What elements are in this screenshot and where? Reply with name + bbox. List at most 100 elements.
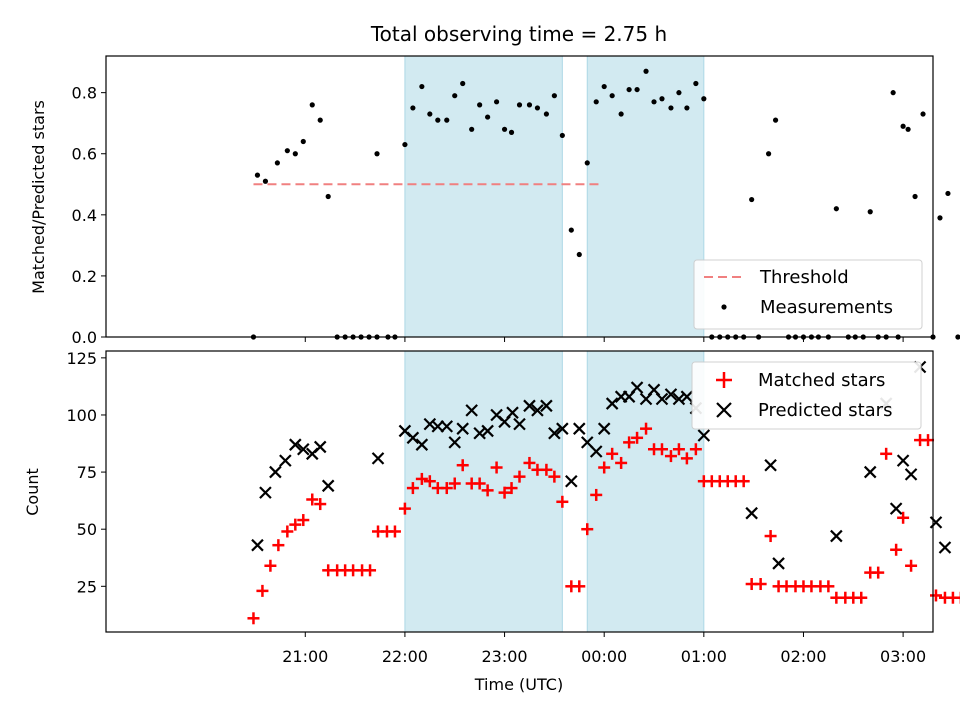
- x-tick-label: 02:00: [780, 647, 826, 666]
- y-tick-label: 0.2: [72, 267, 97, 286]
- predicted-star-point: [269, 465, 282, 479]
- top-panel-plot-area: 0.00.20.40.60.8 Matched/Predicted stars …: [29, 55, 960, 347]
- measurement-point: [601, 83, 607, 90]
- matched-star-point: [398, 502, 411, 515]
- matched-star-point: [406, 482, 419, 495]
- matched-star-point: [581, 523, 594, 536]
- matched-star-point: [655, 443, 668, 456]
- matched-star-point: [415, 472, 428, 485]
- predicted-star-point: [597, 422, 611, 435]
- measurement-point: [668, 105, 674, 111]
- predicted-star-point: [431, 420, 445, 433]
- top-shaded-spans: [404, 55, 705, 338]
- matched-star-point: [272, 539, 285, 552]
- predicted-star-point: [406, 431, 420, 445]
- measurement-point: [651, 99, 657, 105]
- measurement-point: [833, 206, 839, 212]
- matched-star-point: [664, 450, 677, 463]
- y-tick-label: 125: [66, 349, 97, 368]
- shaded-span-2: [586, 350, 705, 633]
- matched-star-point: [672, 443, 685, 456]
- predicted-star-point: [440, 420, 454, 433]
- measurement-point: [584, 160, 590, 166]
- x-axis-label: Time (UTC): [474, 675, 563, 694]
- legend-measurements-label: Measurements: [760, 297, 893, 318]
- matched-star-point: [364, 564, 377, 577]
- measurement-point: [867, 209, 873, 215]
- measurement-point: [317, 117, 323, 123]
- matched-star-point: [281, 525, 294, 538]
- bottom-x-ticks: 21:00 22:00 23:00 00:00 01:00 02:00 03:00: [282, 632, 926, 666]
- bottom-axes-frame: [105, 350, 934, 633]
- matched-star-point: [922, 434, 935, 447]
- measurement-point: [427, 111, 433, 117]
- predicted-star-point: [929, 516, 943, 529]
- predicted-star-point: [680, 390, 694, 403]
- predicted-star-point: [556, 422, 569, 435]
- top-legend: Threshold Measurements: [693, 259, 923, 330]
- matched-star-point: [929, 589, 942, 602]
- matched-star-point: [523, 456, 536, 469]
- matched-star-point: [556, 495, 569, 508]
- measurement-point: [693, 80, 699, 87]
- measurement-point: [444, 117, 450, 123]
- predicted-star-point: [513, 417, 526, 431]
- predicted-star-point: [605, 397, 619, 410]
- predicted-star-point: [655, 392, 669, 406]
- matched-star-point: [505, 482, 518, 495]
- matched-star-point: [606, 447, 619, 460]
- measurement-point: [419, 83, 425, 90]
- measurement-point: [618, 111, 624, 117]
- measurement-point: [309, 102, 315, 108]
- y-tick-label: 50: [77, 520, 97, 539]
- legend-measurements-swatch: [721, 304, 727, 310]
- measurement-point: [912, 193, 918, 200]
- measurement-point: [534, 105, 541, 111]
- measurement-point: [551, 93, 557, 99]
- top-legend-box: [693, 259, 923, 330]
- measurement-point: [292, 151, 298, 157]
- y-tick-label: 0.6: [72, 145, 97, 164]
- predicted-star-point: [531, 404, 544, 417]
- y-tick-label: 0.8: [72, 84, 97, 103]
- bottom-legend: Matched stars Predicted stars: [691, 361, 922, 430]
- measurement-point: [374, 151, 380, 157]
- matched-star-point: [764, 530, 777, 543]
- predicted-star-point: [321, 479, 335, 493]
- x-tick-label: 03:00: [880, 647, 926, 666]
- y-tick-label: 0.0: [72, 328, 97, 347]
- matched-star-point: [256, 584, 269, 597]
- measurement-point: [765, 151, 772, 157]
- bottom-y-axis-label: Count: [23, 468, 42, 516]
- y-tick-label: 100: [66, 406, 97, 425]
- matched-star-point: [548, 470, 561, 483]
- legend-predicted-label: Predicted stars: [758, 400, 892, 421]
- measurement-point: [576, 251, 582, 258]
- measurement-point: [684, 105, 690, 111]
- predicted-star-point: [938, 541, 952, 554]
- measurement-point: [485, 114, 491, 120]
- predicted-star-point: [745, 506, 758, 520]
- matched-star-point: [264, 559, 277, 572]
- matched-star-point: [456, 459, 469, 472]
- bottom-y-ticks: 25 50 75 100 125: [66, 349, 106, 596]
- measurement-point: [905, 126, 911, 132]
- matched-star-point: [905, 559, 918, 572]
- measurement-point: [402, 141, 408, 148]
- top-x-ticks: [304, 337, 904, 342]
- measurement-point: [955, 334, 960, 340]
- matched-star-point: [890, 543, 903, 556]
- top-axes-frame: [105, 55, 934, 338]
- top-y-axis-label: Matched/Predicted stars: [29, 100, 48, 294]
- measurement-point: [945, 190, 951, 197]
- measurement-point: [284, 148, 290, 154]
- predicted-star-point: [473, 426, 486, 440]
- predicted-star-point: [297, 442, 310, 456]
- measurement-point: [274, 160, 280, 166]
- matched-stars-points: [247, 422, 960, 625]
- predicted-star-point: [630, 381, 644, 394]
- predicted-star-point: [896, 454, 910, 467]
- shaded-span-2: [586, 55, 705, 338]
- matched-star-point: [388, 525, 401, 538]
